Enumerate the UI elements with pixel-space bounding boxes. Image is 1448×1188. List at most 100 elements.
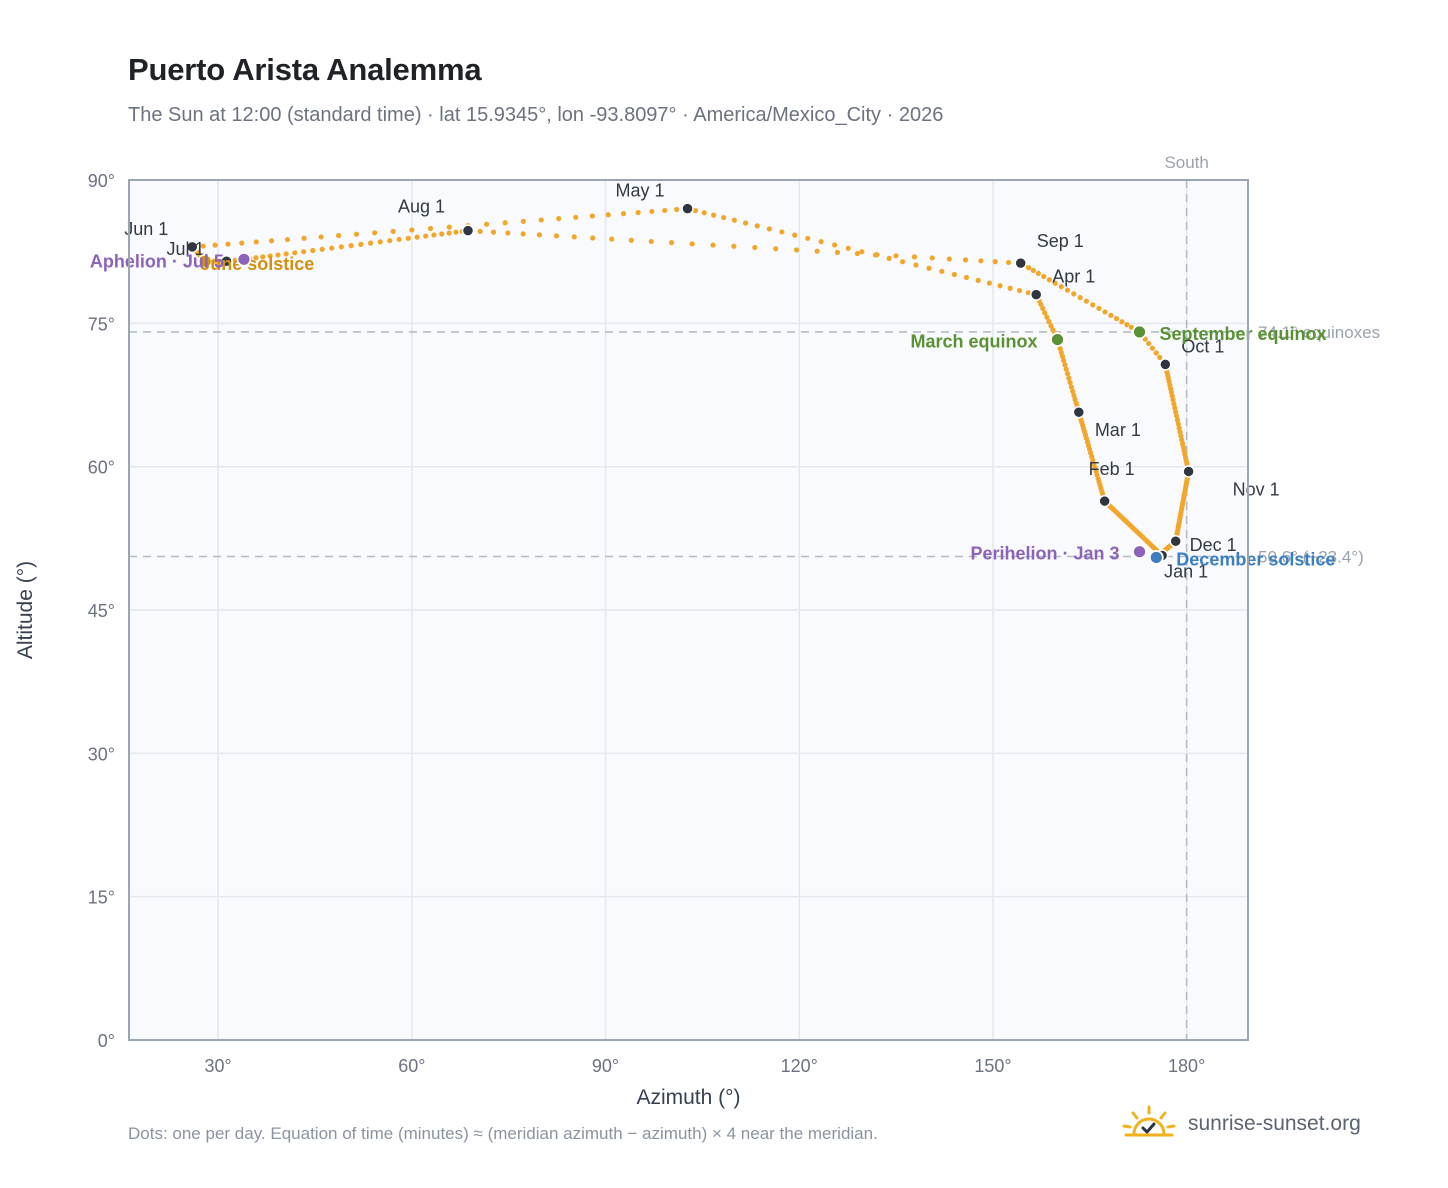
day-dot (338, 244, 344, 250)
day-dot (589, 213, 595, 219)
month-marker (1014, 256, 1027, 270)
day-dot (1119, 319, 1125, 325)
day-dot (1083, 298, 1090, 304)
x-tick-label: 60° (398, 1056, 425, 1076)
day-dot (635, 209, 641, 216)
day-dot (372, 230, 378, 236)
day-dot (1108, 312, 1114, 318)
day-dot (1041, 273, 1047, 280)
day-dot (893, 253, 899, 259)
day-dot (1071, 392, 1077, 399)
reference-line-label: 74.1° equinoxes (1258, 323, 1380, 342)
day-dot (805, 235, 811, 241)
day-dot (267, 253, 273, 259)
chart-subtitle: The Sun at 12:00 (standard time) · lat 1… (128, 104, 944, 126)
day-dot (978, 258, 984, 264)
month-label: Aug 1 (398, 197, 445, 217)
day-dot (997, 283, 1003, 289)
day-dot (609, 236, 615, 242)
month-marker (461, 224, 475, 237)
day-dot (377, 239, 383, 245)
day-dot (992, 259, 998, 265)
month-label: Feb 1 (1089, 459, 1135, 479)
day-dot (1046, 277, 1052, 283)
day-dot (913, 262, 919, 268)
day-dot (939, 268, 945, 274)
day-dot (477, 228, 483, 234)
day-dot (951, 271, 957, 278)
day-dot (1046, 318, 1052, 325)
y-tick-label: 30° (88, 744, 115, 764)
month-marker (1169, 534, 1182, 548)
day-dot (731, 243, 737, 249)
day-dot (1090, 302, 1096, 308)
x-axis-ticks: 30° 60° 90° 120° 150° 180° (204, 1056, 1205, 1076)
day-dot (353, 231, 360, 237)
y-tick-label: 0° (98, 1031, 115, 1051)
day-dot (358, 241, 364, 247)
month-marker (1029, 288, 1043, 301)
brand[interactable]: sunrise-sunset.org (1120, 1104, 1361, 1144)
day-dot (405, 235, 411, 241)
day-dot (628, 237, 634, 243)
day-dot (284, 236, 291, 243)
reference-lines: 74.1° equinoxes 50.6° (+23.4°) South (129, 153, 1380, 1040)
day-dot (1072, 396, 1078, 402)
day-dot (1016, 287, 1023, 294)
day-dot (484, 221, 490, 227)
month-label: Jul 1 (167, 239, 205, 259)
day-dot (1035, 270, 1041, 276)
day-dot (390, 228, 396, 234)
day-dot (573, 214, 579, 220)
day-dot (453, 229, 459, 235)
day-dot (200, 243, 206, 249)
day-dot (832, 242, 838, 248)
day-dot (1007, 285, 1013, 291)
day-dot (1177, 429, 1183, 435)
day-dot (834, 249, 841, 255)
day-dot (239, 240, 245, 246)
day-dot (1068, 384, 1075, 390)
day-dot (1005, 259, 1012, 266)
event-marker (236, 251, 252, 267)
day-dot (605, 212, 611, 218)
month-label: Apr 1 (1052, 267, 1095, 287)
day-dot (335, 232, 342, 239)
day-dot (427, 225, 434, 232)
day-dot (752, 244, 758, 251)
day-dot (1178, 433, 1184, 439)
day-dot (1067, 380, 1073, 386)
day-dot (396, 236, 402, 243)
footnote: Dots: one per day. Equation of time (min… (128, 1124, 878, 1143)
day-dot (648, 238, 654, 245)
day-dot (754, 223, 760, 229)
day-dot (446, 224, 452, 230)
day-dot (329, 245, 335, 251)
day-dot (1149, 345, 1156, 351)
day-dot (538, 217, 544, 223)
day-dot (536, 232, 543, 238)
day-dot (845, 245, 851, 251)
day-dot (253, 239, 259, 245)
day-dot (1071, 291, 1077, 297)
x-tick-label: 30° (204, 1056, 231, 1076)
day-dot (319, 246, 325, 252)
day-dot (292, 250, 298, 256)
day-dot (1157, 354, 1163, 360)
day-dot (792, 232, 798, 238)
day-dot (1059, 353, 1066, 359)
y-tick-label: 75° (88, 314, 115, 334)
day-dot (1171, 401, 1177, 407)
day-dot (446, 230, 452, 236)
day-dot (1113, 316, 1120, 322)
day-dot (1050, 327, 1056, 333)
y-tick-label: 60° (88, 458, 115, 478)
day-dot (1062, 362, 1068, 368)
day-dot (268, 238, 275, 244)
day-dot (701, 210, 707, 216)
chart-title: Puerto Arista Analemma (128, 52, 482, 87)
day-dot (348, 243, 354, 249)
day-dot (620, 211, 627, 217)
day-dot (260, 254, 266, 260)
day-dot (814, 248, 820, 254)
